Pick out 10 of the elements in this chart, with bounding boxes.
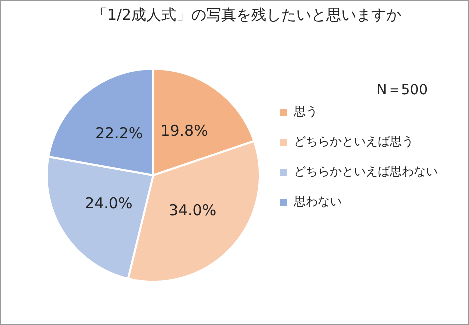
data-label: 34.0%: [168, 201, 217, 220]
text: N＝500: [376, 82, 428, 99]
legend-label: 思わない: [293, 194, 342, 209]
data-label: 22.2%: [95, 124, 144, 143]
legend-label: どちらかといえば思わない: [294, 164, 438, 179]
data-label: 19.8%: [160, 122, 208, 140]
data-label: 24.0%: [85, 194, 133, 212]
legend-label: どちらかといえば思う: [294, 134, 414, 149]
chart-title: 「1/2成人式」の写真を残したいと思いますか: [92, 6, 402, 24]
legend-label: 思う: [293, 104, 318, 119]
